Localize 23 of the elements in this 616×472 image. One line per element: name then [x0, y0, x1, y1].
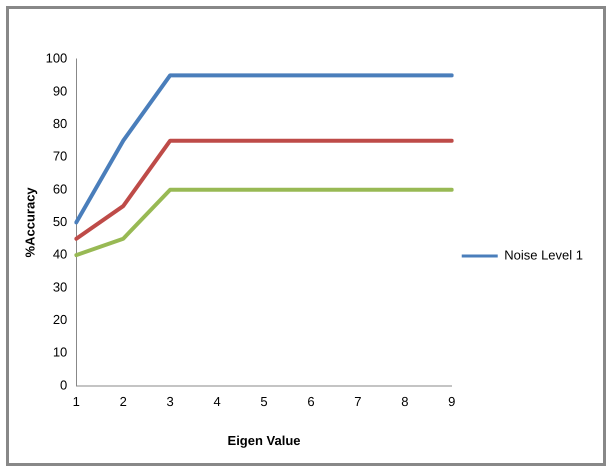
y-tick-label: 100 — [46, 50, 68, 66]
x-tick-label: 2 — [120, 394, 127, 410]
x-tick-label: 7 — [354, 394, 362, 410]
y-tick-label: 50 — [52, 214, 68, 229]
x-tick-label: 6 — [307, 394, 315, 410]
x-tick-label: 1 — [72, 394, 80, 410]
x-tick-label: 8 — [401, 394, 408, 410]
y-tick-label: 20 — [52, 312, 68, 328]
y-tick-label: 90 — [52, 83, 68, 98]
x-axis-title: Eigen Value — [228, 432, 301, 448]
y-tick-label: 40 — [52, 246, 68, 262]
x-tick-label: 9 — [448, 394, 456, 410]
x-tick-label: 4 — [213, 394, 221, 410]
y-tick-label: 80 — [52, 116, 68, 131]
y-axis-title: %Accuracy — [22, 186, 38, 258]
y-tick-label: 30 — [52, 279, 68, 294]
y-tick-label: 10 — [52, 344, 68, 360]
y-tick-label: 0 — [60, 377, 68, 392]
y-tick-label: 60 — [52, 181, 68, 196]
legend-label: Noise Level 1 — [504, 248, 584, 263]
y-tick-label: 70 — [52, 148, 68, 164]
x-tick-label: 3 — [166, 394, 174, 410]
x-tick-label: 5 — [260, 394, 268, 410]
